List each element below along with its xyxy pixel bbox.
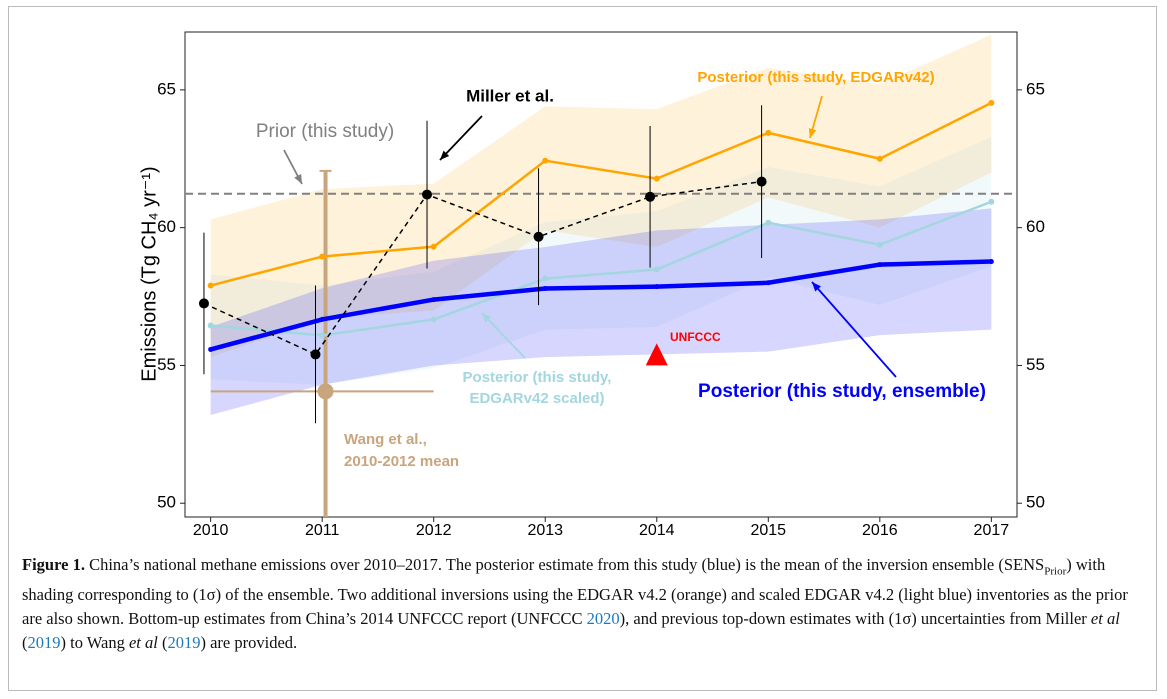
series-point <box>876 241 883 248</box>
caption-text: ) with shading corresponding to (1σ) of … <box>22 555 1128 629</box>
miller-point <box>756 176 767 187</box>
y-tick-label: 60 <box>157 217 176 236</box>
miller-point <box>533 231 544 242</box>
uncertainty-band <box>210 208 992 416</box>
annotation-arrow <box>811 281 897 378</box>
annotation-arrowhead <box>440 150 450 160</box>
caption-text: ) are provided. <box>200 633 298 653</box>
annotation: Wang et al., <box>344 431 427 448</box>
series-point <box>319 332 326 339</box>
annotation-arrowhead <box>808 128 817 138</box>
series-point <box>430 243 437 250</box>
caption-text: ), and previous top-down estimates with … <box>619 609 1091 629</box>
series-point <box>653 266 660 273</box>
annotation-arrow <box>481 312 526 359</box>
y-axis-label: Emissions (Tg CH₄ yr⁻¹) <box>138 166 160 381</box>
series-point <box>319 316 325 322</box>
figure-frame <box>8 6 1157 691</box>
miller-point <box>422 189 433 200</box>
x-tick-label: 2015 <box>750 522 786 539</box>
series-point <box>988 198 995 205</box>
series-point <box>654 284 660 290</box>
series-point <box>877 262 883 268</box>
annotation: Posterior (this study, <box>463 369 612 386</box>
caption-label: Figure 1. <box>22 555 85 574</box>
caption-subscript: Prior <box>1044 565 1067 578</box>
annotation: Miller et al. <box>466 86 554 105</box>
plot-frame <box>184 31 1018 518</box>
series-line <box>210 200 992 337</box>
annotation: Posterior (this study, EDGARv42) <box>697 69 934 86</box>
series-point <box>765 280 771 286</box>
annotation-arrow <box>439 115 483 161</box>
unfccc-marker <box>645 343 668 366</box>
y2-tick-label: 50 <box>1026 493 1045 512</box>
series-point <box>207 322 214 329</box>
series-point <box>765 129 772 136</box>
y-tick-label: 55 <box>157 355 176 374</box>
series-point <box>207 282 214 289</box>
citation-link[interactable]: 2019 <box>167 633 201 653</box>
annotation: EDGARv42 scaled) <box>469 390 604 407</box>
series-point <box>988 99 995 106</box>
x-tick-label: 2016 <box>862 522 898 539</box>
x-tick-label: 2011 <box>305 522 340 539</box>
miller-point <box>310 349 321 360</box>
series-point <box>430 316 437 323</box>
series-point <box>319 253 326 260</box>
chart: Emissions (Tg CH₄ yr⁻¹) 50 55 60 65 50 55 60 65… <box>138 31 1045 539</box>
miller-point <box>645 191 656 202</box>
x-tick-label: 2017 <box>974 522 1010 539</box>
y-tick-label: 65 <box>157 79 176 98</box>
y-tick-label: 50 <box>157 493 176 512</box>
series-point <box>542 157 549 164</box>
citation-link[interactable]: 2019 <box>27 633 61 653</box>
caption-text: ( <box>157 633 168 653</box>
caption-italic: et al <box>128 633 158 653</box>
uncertainty-band <box>210 34 992 358</box>
series-line <box>210 259 992 352</box>
annotation-arrowhead <box>294 174 302 184</box>
series-point <box>431 297 437 303</box>
annotation-arrowhead <box>812 282 822 292</box>
series-point <box>542 286 548 292</box>
x-tick-label: 2014 <box>639 522 675 539</box>
plot-area <box>185 34 1017 517</box>
figure-caption: Figure 1. China’s national methane emiss… <box>22 553 1147 655</box>
series-point <box>208 346 214 352</box>
series-point <box>876 155 883 162</box>
annotation: Prior (this study) <box>256 121 394 142</box>
y2-tick-label: 55 <box>1026 355 1045 374</box>
series-point <box>653 175 660 182</box>
series-point <box>765 219 772 226</box>
annotation: 2010-2012 mean <box>344 453 459 470</box>
miller-line <box>203 180 762 356</box>
caption-italic: et al <box>1090 609 1120 629</box>
series-point <box>542 275 549 282</box>
series-point <box>988 259 994 265</box>
citation-link[interactable]: 2020 <box>586 609 620 629</box>
x-tick-label: 2012 <box>416 522 452 539</box>
caption-text: ( <box>22 633 28 653</box>
caption-text: China’s national methane emissions over … <box>84 555 1045 574</box>
y2-tick-label: 60 <box>1026 217 1045 236</box>
y2-tick-label: 65 <box>1026 79 1045 98</box>
annotation: Posterior (this study, ensemble) <box>698 381 986 402</box>
x-tick-label: 2010 <box>193 522 229 539</box>
wang-point <box>317 383 334 400</box>
annotation: UNFCCC <box>670 330 721 344</box>
annotation-arrowhead <box>482 313 492 323</box>
x-tick-label: 2013 <box>527 522 563 539</box>
miller-point <box>198 298 209 309</box>
series-line <box>210 101 992 287</box>
caption-text: ) to Wang <box>60 633 129 653</box>
